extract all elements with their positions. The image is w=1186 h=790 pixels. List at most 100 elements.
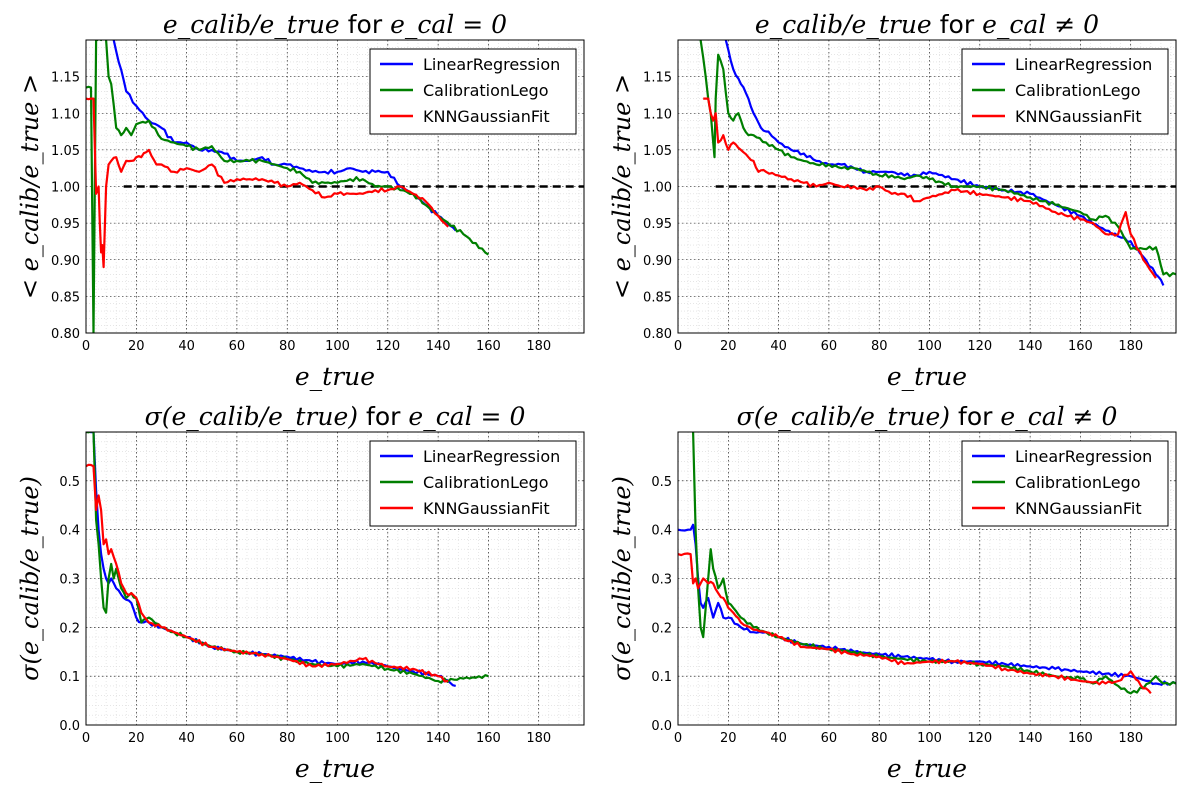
y-axis-label: < e_calib/e_true > — [608, 74, 636, 299]
x-tick-label: 80 — [279, 339, 296, 354]
x-tick-label: 60 — [821, 731, 838, 746]
y-tick-label: 0.3 — [59, 573, 80, 588]
legend: LinearRegression CalibrationLego KNNGaussi… — [369, 48, 577, 135]
x-tick-label: 100 — [325, 731, 350, 746]
chart-title: e_calib/e_true for e_cal = 0 — [163, 10, 507, 39]
legend: LinearRegression CalibrationLego KNNGaussi… — [369, 440, 577, 527]
x-tick-label: 60 — [821, 339, 838, 354]
legend-label: LinearRegression — [423, 55, 560, 74]
y-tick-label: 0.5 — [59, 475, 80, 490]
x-tick-label: 180 — [526, 339, 551, 354]
plot-frame — [677, 39, 1177, 334]
series-line-knngaussianfit — [678, 552, 1152, 694]
y-tick-label: 0.95 — [643, 217, 672, 232]
series-line-linearregression — [724, 40, 1165, 286]
y-tick-label: 0.2 — [59, 621, 80, 636]
x-tick-label: 180 — [526, 731, 551, 746]
x-tick-label: 120 — [967, 339, 992, 354]
y-tick-label: 0.80 — [51, 327, 80, 342]
chart-title: σ(e_calib/e_true) for e_cal ≠ 0 — [737, 402, 1118, 431]
y-tick-label: 0.0 — [651, 719, 672, 734]
x-tick-label: 40 — [770, 339, 787, 354]
series-group — [86, 432, 489, 687]
x-tick-label: 160 — [476, 731, 501, 746]
series-line-linearregression — [678, 523, 1176, 686]
chart-title: e_calib/e_true for e_cal ≠ 0 — [755, 10, 1099, 39]
legend: LinearRegression CalibrationLego KNNGaussi… — [961, 48, 1169, 135]
y-tick-label: 0.3 — [651, 573, 672, 588]
series-group — [699, 40, 1176, 286]
x-tick-label: 180 — [1118, 731, 1143, 746]
y-tick-label: 1.05 — [643, 144, 672, 159]
x-tick-label: 60 — [229, 731, 246, 746]
legend-label: KNNGaussianFit — [1015, 499, 1142, 518]
y-tick-label: 0.80 — [643, 327, 672, 342]
y-tick-label: 0.90 — [643, 254, 672, 269]
x-tick-label: 40 — [178, 731, 195, 746]
y-axis-label: < e_calib/e_true > — [16, 74, 44, 299]
series-group — [678, 432, 1176, 695]
x-tick-label: 100 — [917, 339, 942, 354]
series-line-knngaussianfit — [703, 97, 1157, 279]
y-tick-label: 0.95 — [51, 217, 80, 232]
x-tick-label: 20 — [128, 339, 145, 354]
plot-frame — [85, 431, 585, 726]
x-tick-label: 40 — [178, 339, 195, 354]
y-tick-label: 0.2 — [651, 621, 672, 636]
y-tick-label: 0.4 — [651, 524, 672, 539]
legend-label: LinearRegression — [1015, 55, 1152, 74]
y-tick-label: 0.5 — [651, 475, 672, 490]
y-tick-label: 0.1 — [651, 670, 672, 685]
x-axis-label: e_true — [295, 754, 375, 783]
x-tick-label: 20 — [720, 731, 737, 746]
legend-label: CalibrationLego — [1015, 473, 1140, 492]
x-tick-label: 140 — [426, 731, 451, 746]
legend-label: KNNGaussianFit — [423, 499, 550, 518]
x-tick-label: 0 — [674, 731, 682, 746]
x-tick-label: 80 — [871, 731, 888, 746]
chart-title: σ(e_calib/e_true) for e_cal = 0 — [145, 402, 526, 431]
x-tick-label: 60 — [229, 339, 246, 354]
y-tick-label: 0.85 — [643, 290, 672, 305]
x-tick-label: 100 — [325, 339, 350, 354]
y-tick-label: 0.0 — [59, 719, 80, 734]
y-tick-label: 0.90 — [51, 254, 80, 269]
legend-label: CalibrationLego — [423, 81, 548, 100]
x-tick-label: 160 — [1068, 339, 1093, 354]
x-tick-label: 140 — [1018, 731, 1043, 746]
y-tick-label: 1.05 — [51, 144, 80, 159]
x-tick-label: 0 — [674, 339, 682, 354]
y-tick-label: 0.85 — [51, 290, 80, 305]
x-tick-label: 160 — [476, 339, 501, 354]
x-axis-label: e_true — [887, 754, 967, 783]
y-axis-label: σ(e_calib/e_true) — [16, 476, 44, 681]
legend-label: LinearRegression — [423, 447, 560, 466]
legend-label: CalibrationLego — [423, 473, 548, 492]
x-tick-label: 120 — [375, 339, 400, 354]
series-line-knngaussianfit — [86, 463, 449, 683]
x-tick-label: 40 — [770, 731, 787, 746]
y-tick-label: 0.4 — [59, 524, 80, 539]
y-tick-label: 1.15 — [51, 71, 80, 86]
legend: LinearRegression CalibrationLego KNNGaussi… — [961, 440, 1169, 527]
series-line-calibrationlego — [699, 40, 1176, 278]
y-tick-label: 1.10 — [51, 107, 80, 122]
y-tick-label: 1.00 — [643, 181, 672, 196]
x-tick-label: 140 — [1018, 339, 1043, 354]
y-axis-label: σ(e_calib/e_true) — [608, 476, 636, 681]
panel-calib-ecal-nonzero: 0 20 40 60 80 100 120 140 160 180 0.80 0.85 0.90 0.95… — [608, 10, 1177, 391]
panel-sigma-ecal-zero: 0 20 40 60 80 100 120 140 160 180 0.0 0.1 0.2 0.3 0.4 0… — [16, 402, 585, 783]
x-tick-label: 20 — [128, 731, 145, 746]
y-tick-label: 0.1 — [59, 670, 80, 685]
plot-frame — [85, 39, 585, 334]
x-tick-label: 80 — [871, 339, 888, 354]
y-tick-label: 1.00 — [51, 181, 80, 196]
x-tick-label: 120 — [375, 731, 400, 746]
x-tick-label: 0 — [82, 731, 90, 746]
legend-label: KNNGaussianFit — [1015, 107, 1142, 126]
panel-calib-ecal-zero: 0 20 40 60 80 100 120 140 160 180 0.80 0.85 0.90 0.95… — [16, 10, 585, 391]
x-axis-label: e_true — [295, 362, 375, 391]
legend-label: CalibrationLego — [1015, 81, 1140, 100]
series-group — [86, 40, 489, 333]
